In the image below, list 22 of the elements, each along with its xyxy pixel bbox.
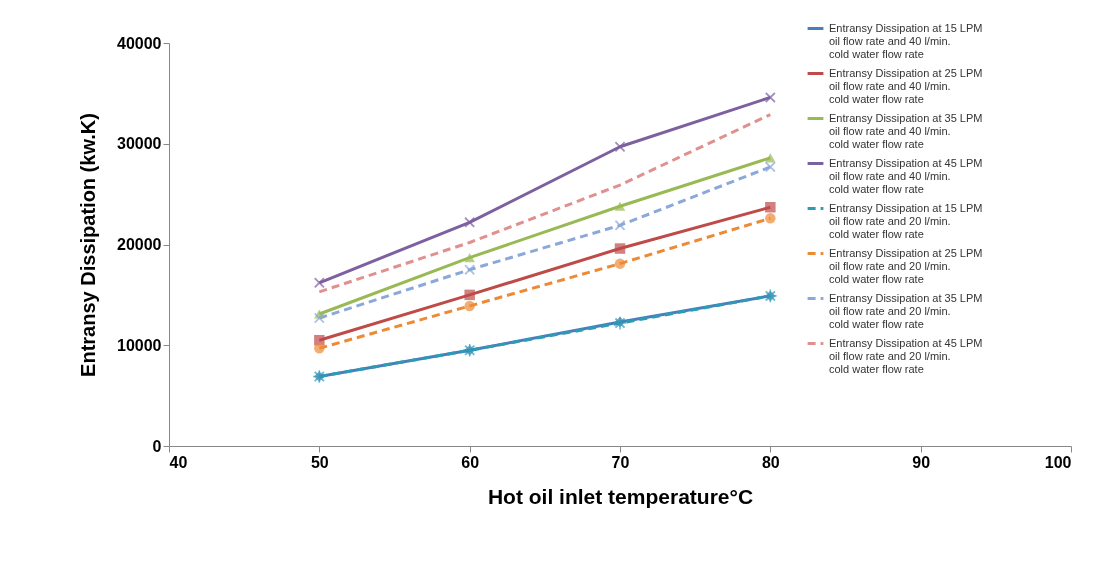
legend-label: Entransy Dissipation at 45 LPM oil flow rate and 20 l/min. cold water flow rate: [829, 336, 983, 375]
y-tick-label: 20000: [117, 236, 162, 253]
legend-label: Entransy Dissipation at 35 LPM oil flow rate and 40 l/min. cold water flow rate: [829, 111, 983, 150]
legend-label: Entransy Dissipation at 45 LPM oil flow rate and 40 l/min. cold water flow rate: [829, 156, 983, 195]
x-tick-label: 60: [461, 453, 480, 471]
x-tick-label: 40: [169, 453, 188, 471]
legend-label: Entransy Dissipation at 15 LPM oil flow rate and 40 l/min. cold water flow rate: [829, 21, 983, 60]
x-tick-label: 90: [912, 453, 931, 471]
legend-label: Entransy Dissipation at 25 LPM oil flow rate and 40 l/min. cold water flow rate: [829, 66, 983, 105]
y-tick-label: 10000: [117, 336, 162, 354]
legend-label: Entransy Dissipation at 15 LPM oil flow rate and 20 l/min. cold water flow rate: [829, 201, 983, 240]
legend-label: Entransy Dissipation at 35 LPM oil flow rate and 20 l/min. cold water flow rate: [829, 291, 983, 330]
y-tick-label: 0: [152, 437, 162, 455]
y-axis-title: Entransy Dissipation (kw.K): [77, 113, 100, 377]
x-tick-label: 70: [611, 453, 630, 471]
y-tick-label: 40000: [117, 34, 162, 52]
x-axis-title: Hot oil inlet temperature°C: [487, 484, 754, 508]
y-tick-label: 30000: [117, 135, 162, 153]
x-tick-label: 100: [1044, 453, 1072, 471]
legend-label: Entransy Dissipation at 25 LPM oil flow rate and 20 l/min. cold water flow rate: [829, 246, 983, 285]
x-tick-label: 80: [761, 453, 780, 471]
x-tick-label: 50: [310, 453, 329, 471]
